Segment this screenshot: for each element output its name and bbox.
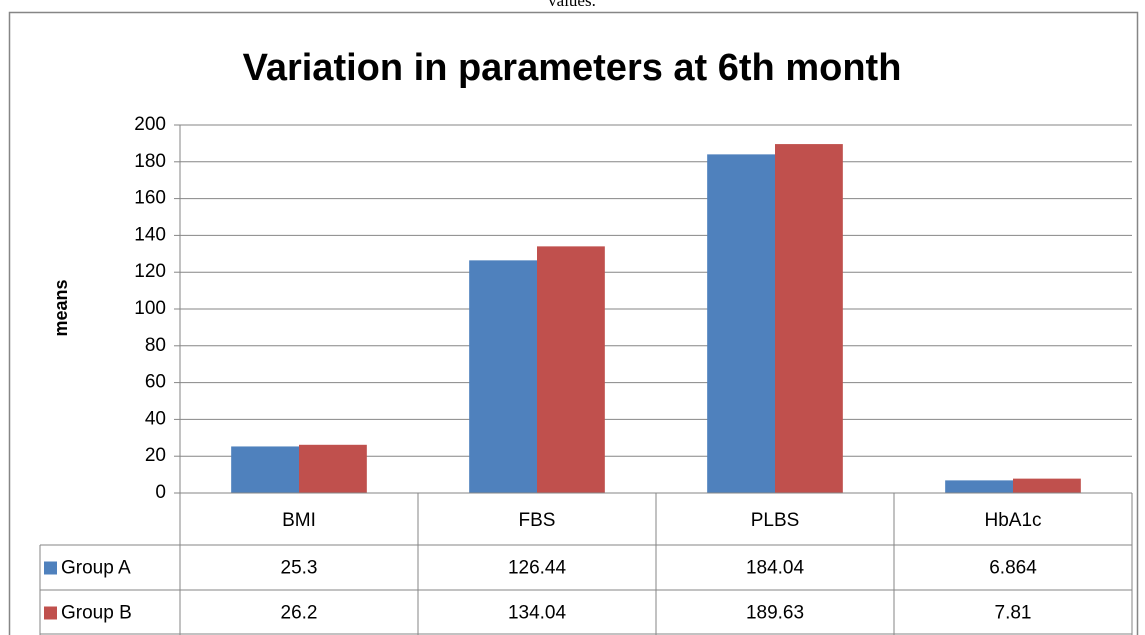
table-value: 25.3 <box>281 558 318 579</box>
y-tick-label: 0 <box>155 482 166 503</box>
bar <box>707 154 775 493</box>
x-tick-label: FBS <box>519 510 556 531</box>
y-tick-label: 140 <box>134 224 166 245</box>
table-value: 184.04 <box>746 558 805 579</box>
legend-label: Group A <box>61 558 131 579</box>
bar <box>1013 478 1081 493</box>
table-value: 26.2 <box>281 603 318 624</box>
y-tick-label: 120 <box>134 261 166 282</box>
bar <box>945 480 1013 493</box>
bar <box>299 444 367 493</box>
y-tick-label: 160 <box>134 188 166 209</box>
y-axis-label: means <box>51 279 71 336</box>
bar <box>537 246 605 493</box>
y-tick-label: 20 <box>145 445 166 466</box>
x-tick-label: HbA1c <box>984 510 1041 531</box>
bar <box>775 144 843 493</box>
bar <box>231 446 299 493</box>
caption: values. <box>548 0 596 10</box>
y-tick-label: 180 <box>134 151 166 172</box>
table-value: 6.864 <box>989 558 1037 579</box>
y-tick-label: 80 <box>145 335 166 356</box>
table-value: 126.44 <box>508 558 567 579</box>
legend-label: Group B <box>61 603 132 624</box>
x-tick-label: BMI <box>282 510 316 531</box>
legend-swatch <box>44 606 57 620</box>
legend-swatch <box>44 561 57 575</box>
table-value: 134.04 <box>508 603 567 624</box>
chart-title: Variation in parameters at 6th month <box>243 47 902 89</box>
chart-frame <box>8 11 1139 635</box>
y-tick-label: 100 <box>134 298 166 319</box>
y-tick-label: 60 <box>145 372 166 393</box>
y-tick-label: 200 <box>134 114 166 135</box>
x-tick-label: PLBS <box>751 510 800 531</box>
y-tick-label: 40 <box>145 408 166 429</box>
table-value: 189.63 <box>746 603 804 624</box>
table-value: 7.81 <box>995 603 1032 624</box>
bar <box>469 260 537 493</box>
